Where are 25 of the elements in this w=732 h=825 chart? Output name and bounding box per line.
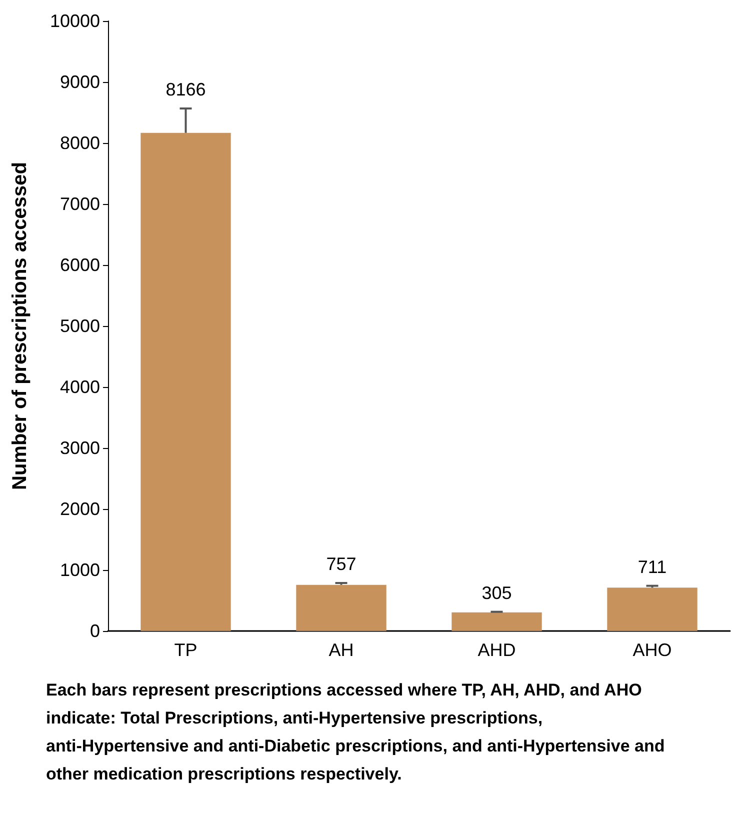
y-tick-label: 3000 xyxy=(60,438,100,458)
data-label: 757 xyxy=(326,554,356,574)
y-tick-label: 10000 xyxy=(50,11,100,31)
data-label: 711 xyxy=(638,556,667,577)
x-axis-title: Each bars represent prescriptions accessed where TP, AH, AHD, and AHO indicate: Total Prescriptions, anti-Hypertensive prescriptions, anti-Hypertensive and anti-Diabetic prescriptions, and anti-Hypertensive and other medication prescriptions respectively. xyxy=(46,680,670,784)
x-tick-label: AHO xyxy=(632,640,672,660)
x-tick-label: TP xyxy=(174,640,198,660)
y-tick-label: 2000 xyxy=(60,499,100,519)
data-label: 8166 xyxy=(166,79,206,100)
y-tick-label: 5000 xyxy=(60,316,100,336)
y-tick-label: 0 xyxy=(90,621,100,641)
y-tick-label: 4000 xyxy=(60,377,100,397)
y-tick-label: 6000 xyxy=(60,255,100,275)
bar xyxy=(296,584,386,631)
x-tick-label: AH xyxy=(328,640,354,660)
bar xyxy=(607,588,698,631)
bar xyxy=(140,132,231,631)
y-tick-label: 9000 xyxy=(60,72,100,92)
y-tick-label: 1000 xyxy=(60,560,100,580)
y-axis-title: Number of prescriptions accessed xyxy=(9,162,31,490)
x-tick-label: AHD xyxy=(478,640,516,660)
data-label: 305 xyxy=(482,582,512,603)
y-tick-label: 7000 xyxy=(60,194,100,214)
y-tick-label: 8000 xyxy=(60,133,100,153)
bar xyxy=(452,612,542,631)
